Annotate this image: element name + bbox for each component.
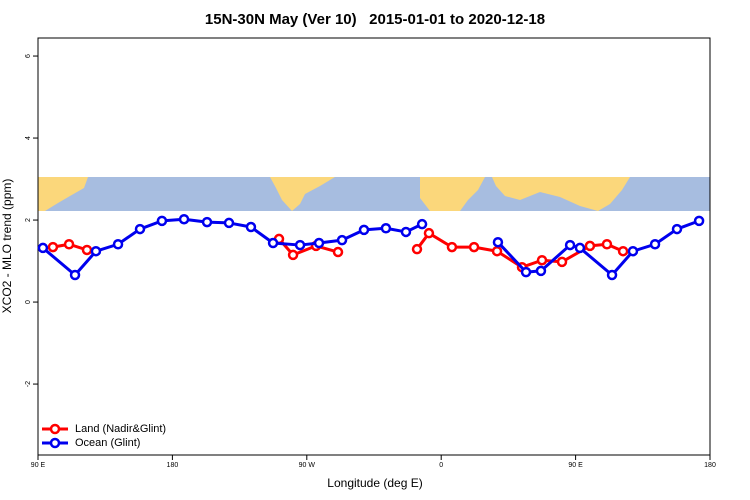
y-tick-label: 2 xyxy=(25,218,32,222)
data-point xyxy=(601,238,613,250)
data-point xyxy=(90,245,102,257)
data-point xyxy=(536,254,548,266)
data-point xyxy=(37,242,49,254)
legend-marker xyxy=(49,437,61,449)
data-point xyxy=(358,224,370,236)
x-tick-label: 180 xyxy=(167,462,179,469)
land-area xyxy=(420,177,485,211)
data-point xyxy=(468,241,480,253)
map-band xyxy=(38,177,710,211)
data-point xyxy=(336,234,348,246)
data-point xyxy=(112,238,124,250)
y-tick-label: 0 xyxy=(25,300,32,304)
data-point xyxy=(535,265,547,277)
x-axis-label: Longitude (deg E) xyxy=(327,476,422,490)
data-point xyxy=(446,241,458,253)
data-point xyxy=(287,249,299,261)
legend-marker xyxy=(49,423,61,435)
data-point xyxy=(223,217,235,229)
data-point xyxy=(313,237,325,249)
y-tick-label: 6 xyxy=(25,54,32,58)
data-point xyxy=(584,240,596,252)
data-point xyxy=(627,245,639,257)
legend-label: Ocean (Glint) xyxy=(75,437,140,449)
data-point xyxy=(423,227,435,239)
data-point xyxy=(267,237,279,249)
y-tick-label: -2 xyxy=(25,381,32,387)
x-tick-label: 90 E xyxy=(568,462,583,469)
data-point xyxy=(564,239,576,251)
data-point xyxy=(574,242,586,254)
data-point xyxy=(294,239,306,251)
data-point xyxy=(81,244,93,256)
data-point xyxy=(491,245,503,257)
data-point xyxy=(332,246,344,258)
x-tick-label: 0 xyxy=(439,462,443,469)
data-point xyxy=(134,223,146,235)
x-tick-label: 90 E xyxy=(31,462,46,469)
data-point xyxy=(411,243,423,255)
data-point xyxy=(63,238,75,250)
land-area xyxy=(270,177,335,211)
data-point xyxy=(380,223,392,234)
data-point xyxy=(520,266,532,278)
x-tick-label: 90 W xyxy=(299,462,316,469)
land-area xyxy=(492,177,630,211)
data-point xyxy=(69,269,81,281)
x-tick-label: 180 xyxy=(704,462,716,469)
data-point xyxy=(671,223,683,235)
data-point xyxy=(245,221,257,233)
y-tick-label: 4 xyxy=(25,136,32,140)
chart-title: 15N-30N May (Ver 10) 2015-01-01 to 2020-… xyxy=(205,11,545,28)
data-point xyxy=(693,215,705,227)
data-point xyxy=(492,236,504,248)
data-point xyxy=(617,245,629,257)
data-point xyxy=(156,215,168,227)
data-point xyxy=(400,226,412,238)
y-axis-label: XCO2 - MLO trend (ppm) xyxy=(0,179,14,314)
data-point xyxy=(201,216,213,228)
data-point xyxy=(649,238,661,250)
land-area xyxy=(38,177,88,211)
data-point xyxy=(178,213,190,225)
data-point xyxy=(416,218,428,230)
data-point xyxy=(606,269,618,281)
data-point xyxy=(47,241,59,253)
legend-label: Land (Nadir&Glint) xyxy=(75,423,166,435)
data-point xyxy=(556,256,568,268)
